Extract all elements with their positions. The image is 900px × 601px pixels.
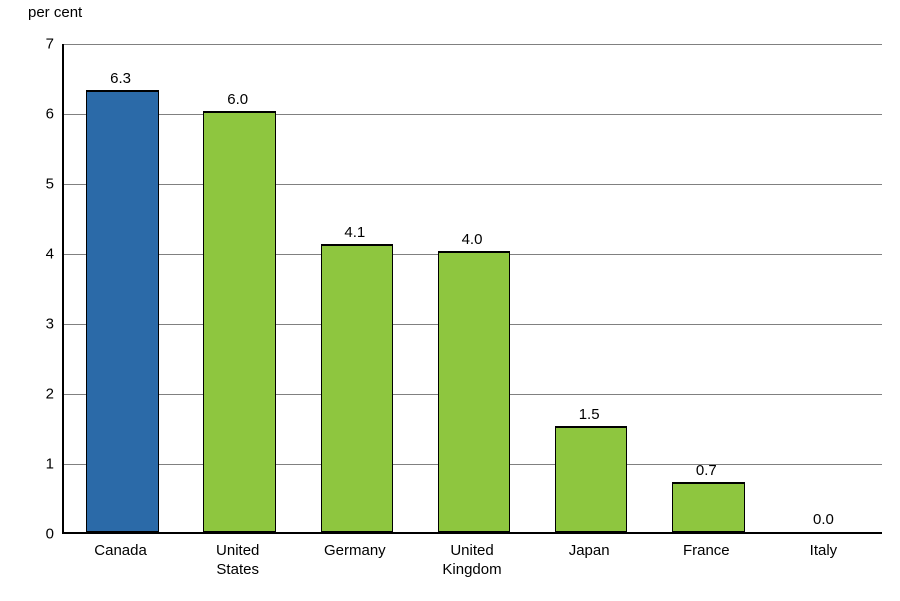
x-tick-label: United States bbox=[216, 542, 259, 580]
x-tick-label: Japan bbox=[569, 542, 610, 561]
y-tick-label: 4 bbox=[14, 246, 54, 263]
y-axis-title: per cent bbox=[28, 4, 82, 21]
bar bbox=[438, 252, 511, 532]
bar bbox=[321, 245, 394, 532]
x-tick-label: Germany bbox=[324, 542, 386, 561]
bar-value-label: 4.1 bbox=[344, 224, 365, 241]
x-tick-label: Italy bbox=[810, 542, 838, 561]
y-tick-label: 2 bbox=[14, 386, 54, 403]
bar-value-label: 0.0 bbox=[813, 511, 834, 528]
grid-line bbox=[64, 114, 882, 115]
y-tick-label: 0 bbox=[14, 526, 54, 543]
bar bbox=[555, 427, 628, 532]
bar bbox=[672, 483, 745, 532]
y-tick-label: 6 bbox=[14, 106, 54, 123]
x-tick-label: United Kingdom bbox=[442, 542, 501, 580]
bar bbox=[86, 91, 159, 532]
x-tick-label: France bbox=[683, 542, 730, 561]
y-tick-label: 3 bbox=[14, 316, 54, 333]
bar-value-label: 4.0 bbox=[462, 231, 483, 248]
bar-value-label: 6.0 bbox=[227, 91, 248, 108]
y-tick-label: 5 bbox=[14, 176, 54, 193]
bar-value-label: 0.7 bbox=[696, 462, 717, 479]
bar bbox=[203, 112, 276, 532]
grid-line bbox=[64, 184, 882, 185]
bar-value-label: 1.5 bbox=[579, 406, 600, 423]
chart-container: per cent 01234567 6.36.04.14.01.50.70.0 … bbox=[0, 0, 900, 601]
bar-value-label: 6.3 bbox=[110, 70, 131, 87]
plot-area bbox=[62, 44, 882, 534]
y-tick-label: 7 bbox=[14, 36, 54, 53]
x-tick-label: Canada bbox=[94, 542, 147, 561]
grid-line bbox=[64, 44, 882, 45]
y-tick-label: 1 bbox=[14, 456, 54, 473]
